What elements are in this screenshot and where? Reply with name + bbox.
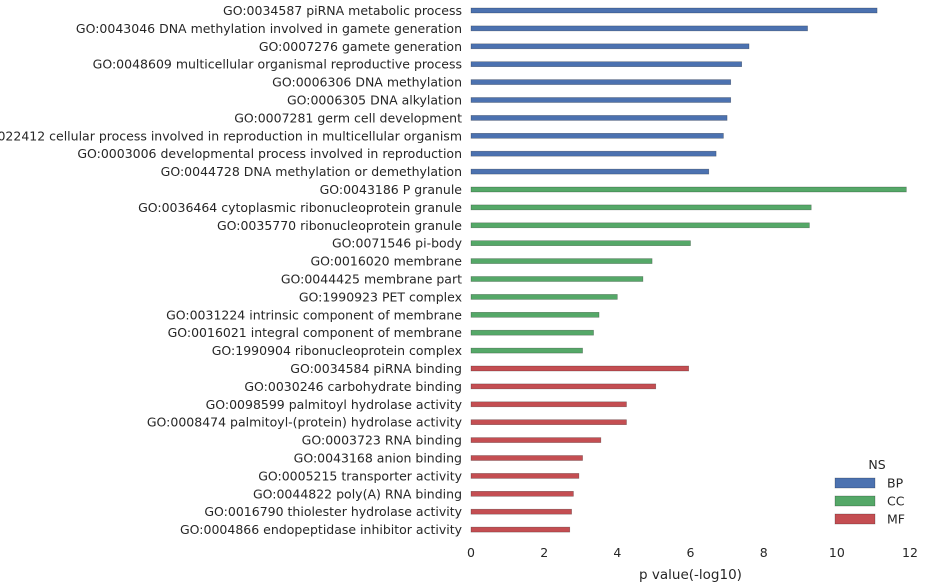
bar-2 — [470, 43, 750, 50]
category-label-27: GO:0044822 poly(A) RNA binding — [253, 486, 462, 501]
bar-14 — [470, 258, 653, 264]
category-label-9: GO:0044728 DNA methylation or demethylat… — [161, 164, 462, 179]
bar-19 — [470, 347, 583, 354]
legend-swatch-bp — [834, 477, 876, 489]
x-tick-label-6: 12 — [902, 545, 918, 560]
legend-title: NS — [868, 457, 885, 472]
legend-label-bp: BP — [887, 476, 904, 491]
category-label-0: GO:0034587 piRNA metabolic process — [223, 3, 462, 18]
category-label-14: GO:0016020 membrane — [310, 254, 462, 269]
bar-20 — [470, 365, 689, 372]
category-label-5: GO:0006305 DNA alkylation — [287, 93, 462, 108]
category-label-8: GO:0003006 developmental process involve… — [77, 146, 462, 161]
bar-13 — [470, 240, 691, 246]
x-tick-label-5: 10 — [829, 545, 845, 560]
category-label-19: GO:1990904 ribonucleoprotein complex — [212, 343, 462, 358]
x-tick-label-4: 8 — [760, 545, 768, 560]
bar-24 — [470, 437, 602, 443]
x-tick-label-1: 2 — [540, 545, 548, 560]
category-label-25: GO:0043168 anion binding — [294, 451, 462, 466]
category-label-1: GO:0043046 DNA methylation involved in g… — [76, 21, 462, 36]
legend-label-cc: CC — [887, 494, 905, 509]
legend: NS BP CC MF — [834, 457, 905, 527]
category-label-22: GO:0098599 palmitoyl hydrolase activity — [206, 397, 463, 412]
bars-group — [470, 7, 907, 533]
x-tick-label-2: 4 — [613, 545, 621, 560]
category-label-13: GO:0071546 pi-body — [332, 236, 463, 251]
bar-16 — [470, 294, 618, 300]
bar-22 — [470, 401, 627, 408]
x-tick-label-3: 6 — [687, 545, 695, 560]
category-label-26: GO:0005215 transporter activity — [258, 468, 462, 483]
category-label-12: GO:0035770 ribonucleoprotein granule — [217, 218, 462, 233]
bar-15 — [470, 276, 644, 282]
bar-17 — [470, 311, 600, 318]
bar-23 — [470, 419, 627, 426]
x-axis-label: p value(-log10) — [639, 567, 742, 583]
category-label-21: GO:0030246 carbohydrate binding — [244, 379, 462, 394]
category-labels-group: GO:0034587 piRNA metabolic process GO:004… — [0, 3, 463, 537]
bar-29 — [470, 526, 571, 533]
bar-12 — [470, 222, 810, 229]
legend-swatch-mf — [834, 513, 876, 525]
x-ticks-group: 0 2 4 6 8 10 12 — [467, 545, 918, 560]
x-tick-label-0: 0 — [467, 545, 475, 560]
bar-18 — [470, 329, 594, 336]
category-label-18: GO:0016021 integral component of membran… — [168, 325, 463, 340]
bar-28 — [470, 508, 572, 515]
bar-1 — [470, 25, 808, 32]
bar-9 — [470, 168, 710, 175]
category-label-17: GO:0031224 intrinsic component of membra… — [166, 307, 462, 322]
category-label-3: GO:0048609 multicellular organismal repr… — [93, 57, 462, 72]
category-label-2: GO:0007276 gamete generation — [259, 39, 462, 54]
bar-6 — [470, 115, 728, 121]
category-label-15: GO:0044425 membrane part — [281, 272, 462, 287]
bar-0 — [470, 7, 878, 14]
category-label-11: GO:0036464 cytoplasmic ribonucleoprotein… — [138, 200, 462, 215]
bar-10 — [470, 186, 907, 193]
bar-4 — [470, 79, 732, 85]
category-label-10: GO:0043186 P granule — [320, 182, 463, 197]
legend-swatch-cc — [834, 495, 876, 507]
bar-27 — [470, 490, 574, 497]
category-label-29: GO:0004866 endopeptidase inhibitor activ… — [180, 522, 463, 537]
bar-7 — [470, 133, 724, 139]
category-label-28: GO:0016790 thiolester hydrolase activity — [204, 504, 462, 519]
category-label-23: GO:0008474 palmitoyl-(protein) hydrolase… — [147, 415, 463, 430]
category-label-20: GO:0034584 piRNA binding — [290, 361, 462, 376]
bar-21 — [470, 383, 657, 390]
category-label-16: GO:1990923 PET complex — [299, 289, 462, 304]
category-label-7: GO:0022412 cellular process involved in … — [0, 128, 462, 143]
category-label-24: GO:0003723 RNA binding — [302, 433, 462, 448]
category-label-4: GO:0006306 DNA methylation — [272, 75, 462, 90]
bar-5 — [470, 97, 732, 103]
category-label-6: GO:0007281 germ cell development — [234, 110, 462, 125]
legend-label-mf: MF — [887, 512, 905, 527]
bar-11 — [470, 204, 812, 211]
bar-26 — [470, 473, 580, 479]
bar-8 — [470, 150, 717, 157]
bar-25 — [470, 455, 583, 461]
bar-3 — [470, 61, 743, 68]
